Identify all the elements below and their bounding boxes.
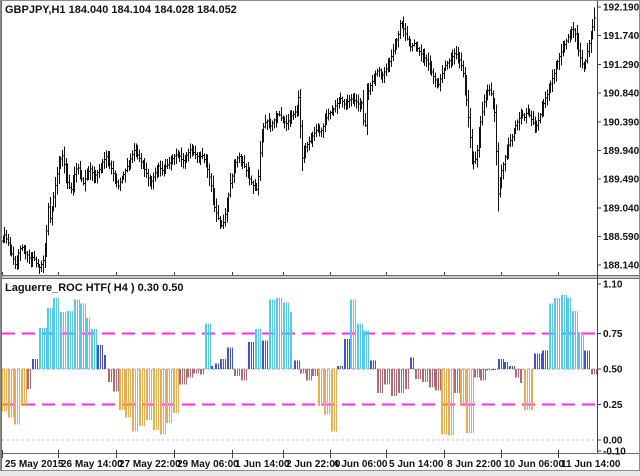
time-tick-label: 2 Jun 22:00: [286, 459, 341, 470]
main-chart-pane[interactable]: GBPJPY,H1 184.040 184.104 184.028 184.05…: [2, 4, 596, 274]
indicator-tick-label: 0.75: [603, 329, 623, 340]
time-ticks: [2, 272, 559, 458]
price-axis-labels: 192.190 191.740 191.290 190.840 190.390 189.9…: [597, 3, 640, 272]
time-tick-label: 5 Jun 14:00: [389, 459, 444, 470]
price-tick-label: 190.390: [603, 117, 640, 128]
indicator-label: Laguerre_ROC HTF( H4 ) 0.30 0.50: [5, 282, 184, 294]
indicator-tick-label: 0.50: [603, 365, 623, 376]
indicator-tick-label: -0.10: [603, 447, 626, 458]
indicator-tick-label: 0.00: [603, 436, 623, 447]
hist-lower-path: [27, 369, 597, 396]
chart-title: GBPJPY,H1 184.040 184.104 184.028 184.05…: [5, 4, 237, 16]
indicator-histogram-bars: [1, 295, 597, 436]
price-tick-label: 188.140: [603, 261, 640, 272]
price-tick-label: 191.290: [603, 60, 640, 71]
price-axis[interactable]: 192.190 191.740 191.290 190.840 190.390 189.9…: [597, 1, 640, 458]
time-tick-label: 10 Jun 06:00: [504, 459, 564, 470]
time-tick-label: 25 May 2015: [5, 459, 64, 470]
indicator-tick-label: 1.10: [603, 279, 623, 290]
time-tick-label: 4 Jun 06:00: [333, 459, 388, 470]
hist-above-up-path: [39, 295, 584, 369]
time-tick-label: 8 Jun 22:00: [447, 459, 502, 470]
time-tick-label: 27 May 22:00: [119, 459, 181, 470]
hist-upper-path: [32, 339, 590, 370]
indicator-axis-labels: 1.10 0.75 0.50 0.25 0.00-0.10: [597, 279, 626, 458]
ohlc-bar-path: [2, 7, 596, 274]
price-tick-label: 189.490: [603, 175, 640, 186]
pane-splitter[interactable]: [0, 275, 640, 279]
price-bars: [2, 7, 596, 274]
time-tick-label: 1 Jun 14:00: [235, 459, 290, 470]
price-tick-label: 189.940: [603, 146, 640, 157]
splitter-band: [0, 276, 640, 278]
price-tick-label: 191.740: [603, 31, 640, 42]
price-tick-label: 188.590: [603, 232, 640, 243]
indicator-pane[interactable]: Laguerre_ROC HTF( H4 ) 0.30 0.50: [1, 282, 597, 441]
indicator-tick-label: 0.25: [603, 400, 623, 411]
time-tick-label: 29 May 06:00: [177, 459, 239, 470]
price-tick-label: 189.040: [603, 203, 640, 214]
time-tick-label: 26 May 14:00: [61, 459, 123, 470]
price-tick-label: 190.840: [603, 89, 640, 100]
time-tick-label: 11 Jun 14:00: [561, 459, 621, 470]
price-tick-label: 192.190: [603, 3, 640, 14]
